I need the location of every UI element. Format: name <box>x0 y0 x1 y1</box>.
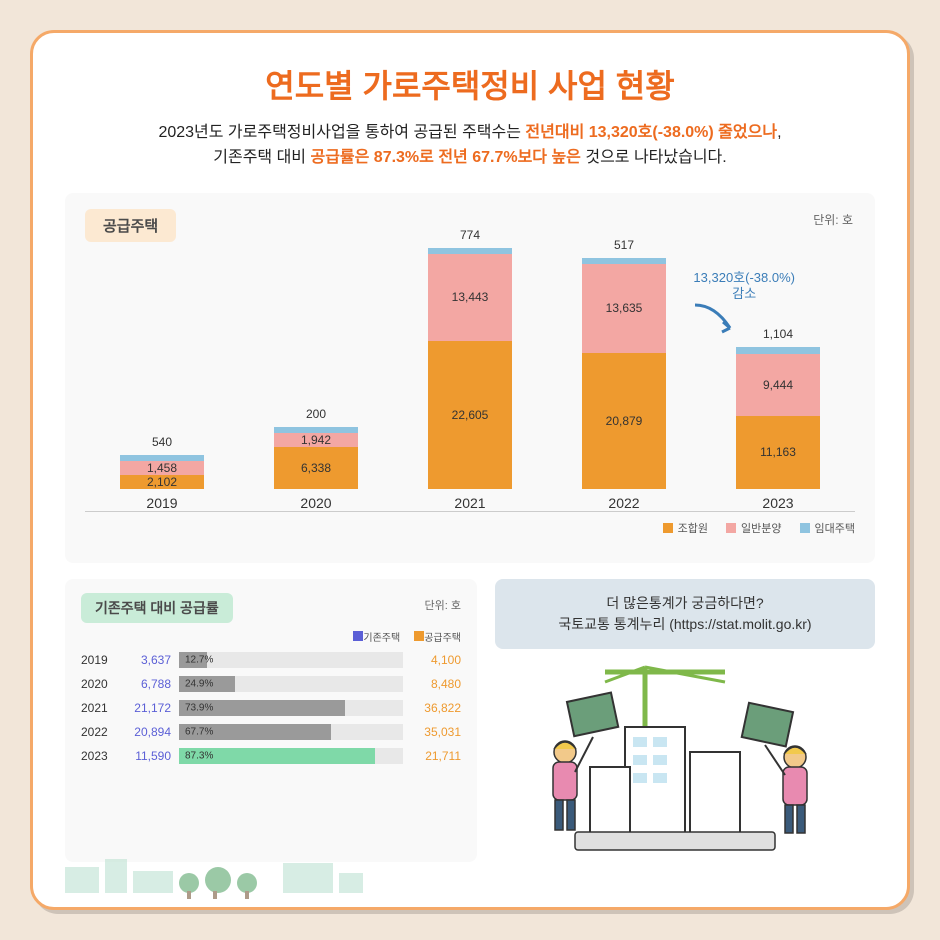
ratio-row: 202311,59087.3%21,711 <box>81 748 461 764</box>
ratio-unit: 단위: 호 <box>425 597 461 613</box>
chart-unit: 단위: 호 <box>813 211 853 228</box>
info-banner: 더 많은통계가 궁금하다면? 국토교통 통계누리 (https://stat.m… <box>495 579 875 649</box>
supply-chart: 공급주택 단위: 호 13,320호(-38.0%) 감소 2,1021,458… <box>65 193 875 563</box>
decrease-annotation: 13,320호(-38.0%) 감소 <box>693 270 795 304</box>
ratio-rows: 20193,63712.7%4,100 20206,78824.9%8,480 20… <box>81 652 461 764</box>
bar-area: 13,320호(-38.0%) 감소 2,1021,4585402019 6,33… <box>85 252 855 512</box>
infographic-card: 연도별 가로주택정비 사업 현황 2023년도 가로주택정비사업을 통하여 공급… <box>30 30 910 910</box>
bar-col: 22,60513,4437742021 <box>415 248 525 511</box>
arrow-icon <box>690 300 740 340</box>
ratio-row: 202121,17273.9%36,822 <box>81 700 461 716</box>
ratio-chart: 기존주택 대비 공급률 단위: 호 기존주택공급주택 20193,63712.7… <box>65 579 477 862</box>
bar-col: 6,3381,9422002020 <box>261 427 371 510</box>
ratio-row: 20193,63712.7%4,100 <box>81 652 461 668</box>
worker-left <box>553 737 593 830</box>
footer-decoration <box>65 859 363 893</box>
info-column: 더 많은통계가 궁금하다면? 국토교통 통계누리 (https://stat.m… <box>495 579 875 862</box>
construction-illustration <box>495 657 875 857</box>
bar-col: 11,1639,4441,1042023 <box>723 347 833 510</box>
page-title: 연도별 가로주택정비 사업 현황 <box>65 61 875 107</box>
chart-legend: 조합원일반분양임대주택 <box>85 520 855 536</box>
subtitle: 2023년도 가로주택정비사업을 통하여 공급된 주택수는 전년대비 13,32… <box>65 121 875 171</box>
bar-col: 20,87913,6355172022 <box>569 258 679 511</box>
ratio-row: 20206,78824.9%8,480 <box>81 676 461 692</box>
worker-right <box>765 745 807 833</box>
ratio-badge: 기존주택 대비 공급률 <box>81 593 233 623</box>
ratio-legend: 기존주택공급주택 <box>81 629 461 644</box>
ratio-row: 202220,89467.7%35,031 <box>81 724 461 740</box>
chart-badge: 공급주택 <box>85 209 176 242</box>
illustration <box>495 657 875 862</box>
bar-col: 2,1021,4585402019 <box>107 455 217 511</box>
bottom-row: 기존주택 대비 공급률 단위: 호 기존주택공급주택 20193,63712.7… <box>65 579 875 862</box>
